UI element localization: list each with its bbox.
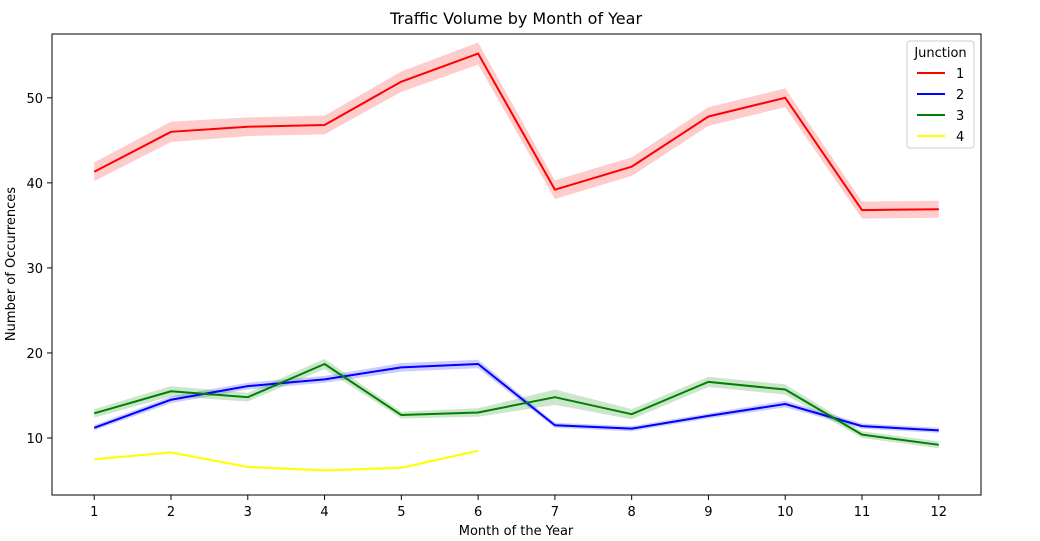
y-tick-label: 50 xyxy=(26,92,43,107)
x-tick-label: 5 xyxy=(397,505,405,520)
x-tick-label: 10 xyxy=(777,505,794,520)
x-tick-label: 8 xyxy=(628,505,636,520)
legend-title: Junction xyxy=(913,46,966,61)
x-tick-label: 2 xyxy=(167,505,175,520)
series-lines xyxy=(93,52,939,472)
y-tick-label: 30 xyxy=(26,262,43,277)
series-line-junction-4 xyxy=(94,449,479,472)
y-axis-title: Number of Occurrences xyxy=(4,187,19,341)
y-tick-label: 20 xyxy=(26,347,43,362)
series-line-junction-2 xyxy=(93,363,939,432)
x-tick-label: 3 xyxy=(244,505,252,520)
confidence-band-junction-1 xyxy=(94,42,939,219)
x-tick-label: 4 xyxy=(320,505,328,520)
y-axis-ticks: 10 20 30 40 50 xyxy=(26,92,52,447)
confidence-band-junction-3 xyxy=(94,358,939,449)
confidence-band-junction-2 xyxy=(94,359,939,433)
x-tick-label: 1 xyxy=(90,505,98,520)
y-tick-label: 40 xyxy=(26,177,43,192)
plot-frame xyxy=(51,33,982,496)
x-tick-label: 9 xyxy=(704,505,712,520)
confidence-band-junction-4 xyxy=(94,449,479,472)
x-axis-ticks: 1 2 3 4 5 6 7 8 9 10 11 12 xyxy=(90,495,947,520)
confidence-bands xyxy=(94,42,939,472)
legend-label-junction-1: 1 xyxy=(956,67,964,82)
x-axis-title: Month of the Year xyxy=(459,524,574,539)
legend-label-junction-4: 4 xyxy=(956,130,964,145)
chart-title: Traffic Volume by Month of Year xyxy=(389,9,643,28)
x-tick-label: 6 xyxy=(474,505,482,520)
legend-label-junction-3: 3 xyxy=(956,109,964,124)
legend: Junction 1 2 3 4 xyxy=(906,40,975,149)
series-line-junction-1 xyxy=(93,52,939,212)
x-tick-label: 12 xyxy=(930,505,947,520)
y-tick-label: 10 xyxy=(26,432,43,447)
x-tick-label: 11 xyxy=(854,505,871,520)
x-tick-label: 7 xyxy=(551,505,559,520)
legend-label-junction-2: 2 xyxy=(956,88,964,103)
series-line-junction-3 xyxy=(93,363,939,446)
